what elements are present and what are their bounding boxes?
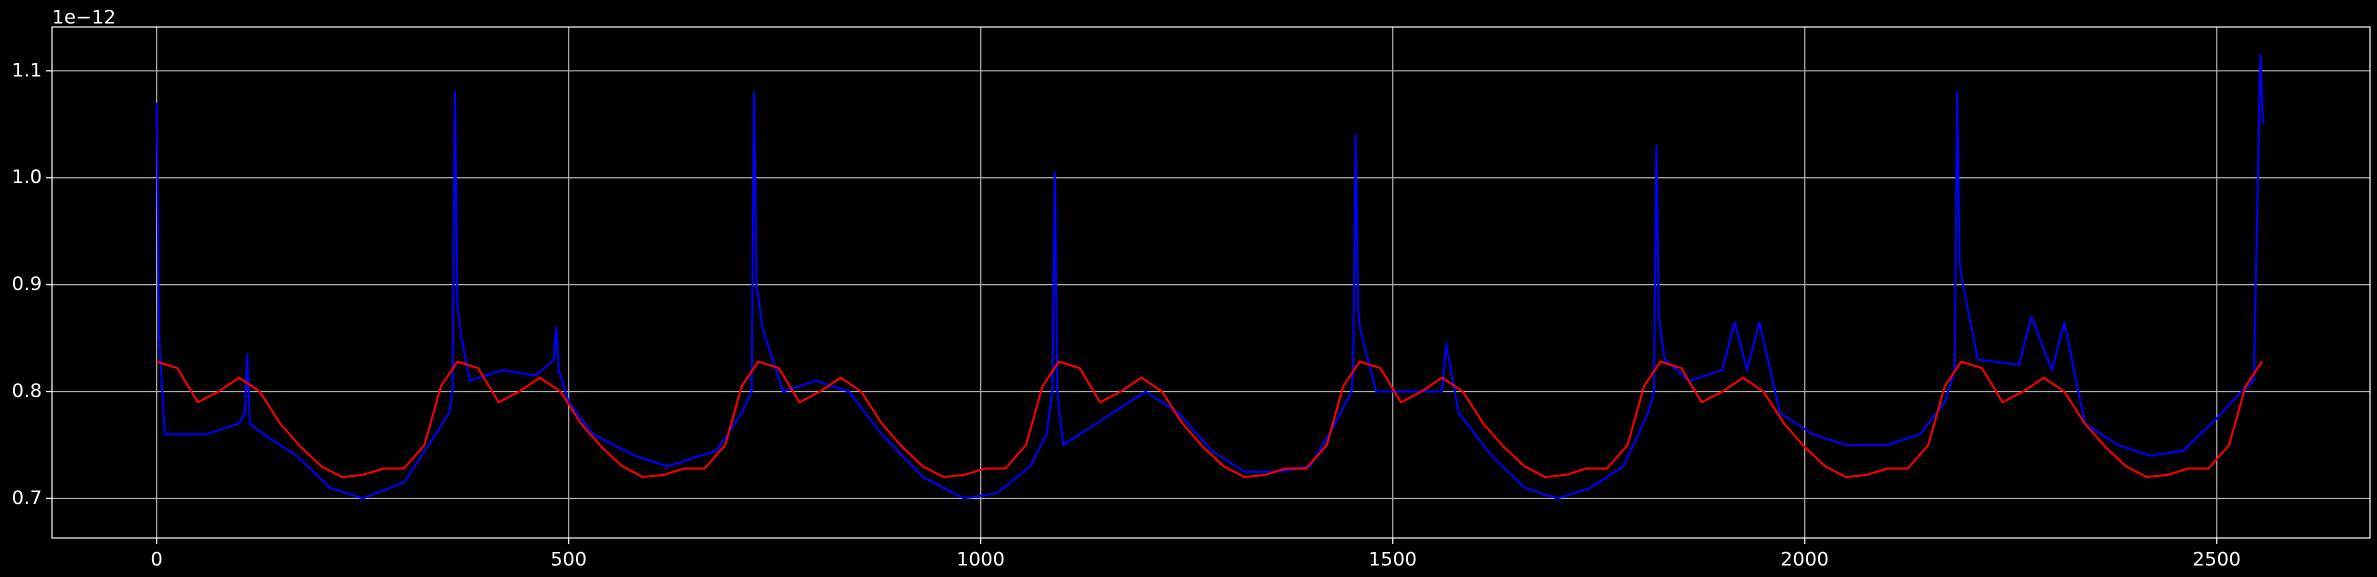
series-line xyxy=(156,360,2263,479)
plot-frame xyxy=(51,26,2371,539)
x-tick-label: 1000 xyxy=(957,549,1005,571)
x-tick-label: 2000 xyxy=(1781,549,1829,571)
x-tick-label: 2500 xyxy=(2193,549,2241,571)
series-line xyxy=(155,53,2264,500)
y-tick-label: 0.7 xyxy=(12,487,42,509)
y-tick-label: 1.0 xyxy=(12,166,42,188)
y-tick-label: 1.1 xyxy=(12,59,42,81)
x-tick-label: 0 xyxy=(151,549,163,571)
x-tick-label: 500 xyxy=(551,549,587,571)
y-tick-label: 0.8 xyxy=(12,380,42,402)
x-tick-label: 1500 xyxy=(1369,549,1417,571)
offset-label: 1e−12 xyxy=(52,7,116,29)
y-tick-label: 0.9 xyxy=(12,273,42,295)
